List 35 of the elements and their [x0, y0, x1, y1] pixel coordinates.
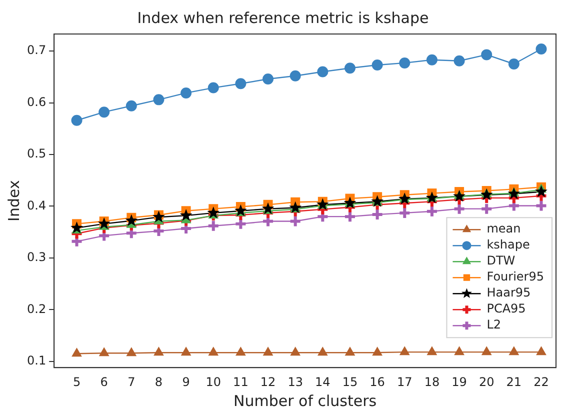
x-tick-label: 16	[370, 374, 385, 389]
x-tick-label: 15	[342, 374, 358, 389]
x-tick-label: 11	[233, 374, 248, 389]
x-tick-label: 9	[182, 374, 190, 389]
legend-label: kshape	[486, 238, 530, 252]
x-tick-label: 6	[100, 374, 108, 389]
x-tick-label: 5	[72, 374, 81, 389]
y-tick-label: 0.4	[26, 198, 46, 212]
y-tick-label: 0.2	[26, 302, 46, 316]
x-tick-label: 17	[396, 374, 412, 389]
legend-label: DTW	[486, 254, 516, 268]
x-tick-label: 20	[478, 374, 494, 389]
x-tick-label: 21	[506, 374, 522, 389]
y-tick-label: 0.3	[26, 250, 46, 264]
legend-label: L2	[486, 318, 502, 332]
x-tick-label: 22	[534, 374, 549, 389]
x-tick-label: 7	[128, 374, 136, 389]
x-tick-label: 8	[154, 374, 163, 389]
y-tick-label: 0.5	[26, 146, 46, 161]
chart-title: Index when reference metric is kshape	[137, 8, 429, 27]
x-tick-label: 18	[424, 374, 440, 389]
legend-label: PCA95	[486, 302, 526, 316]
x-axis-title: Number of clusters	[233, 392, 377, 410]
y-tick-label: 0.7	[26, 43, 46, 58]
x-tick-label: 10	[206, 374, 222, 389]
y-axis-title: Index	[4, 180, 23, 222]
y-tick-label: 0.1	[26, 354, 46, 368]
x-tick-label: 12	[260, 374, 276, 389]
x-tick-label: 19	[452, 374, 467, 389]
x-tick-label: 13	[288, 374, 303, 389]
y-tick-label: 0.6	[26, 94, 46, 109]
x-tick-label: 14	[315, 374, 330, 389]
legend-label: Haar95	[486, 286, 531, 300]
legend-label: Fourier95	[486, 270, 544, 284]
legend-label: mean	[486, 222, 521, 236]
